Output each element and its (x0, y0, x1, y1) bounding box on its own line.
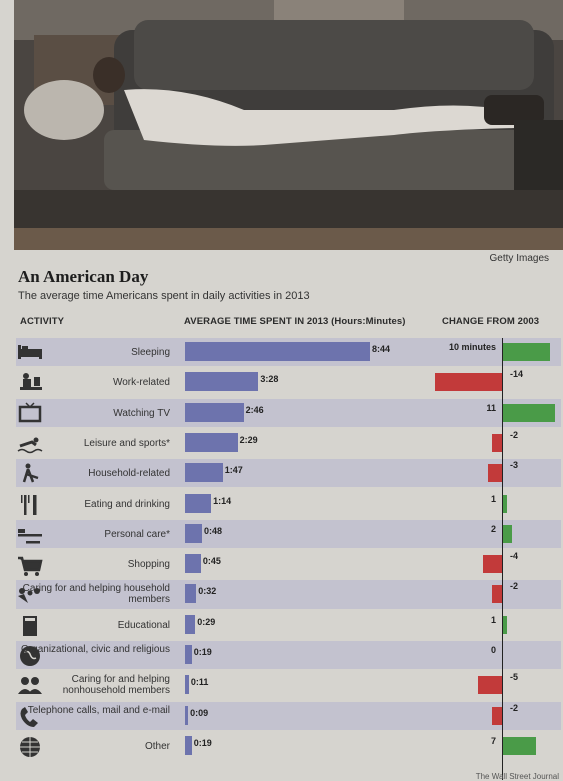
category-label: Other (144, 740, 170, 752)
time-value-label: 0:48 (203, 525, 222, 536)
change-bar-decrease (487, 464, 502, 483)
time-value-label: 1:14 (213, 495, 232, 506)
change-value-label: -14 (510, 369, 524, 380)
change-zero-axis (502, 338, 503, 780)
time-bar (185, 342, 370, 361)
category-label: Caring for and helping household members (22, 583, 170, 606)
time-bar (185, 584, 197, 604)
globe-grid-icon (14, 733, 46, 761)
time-value-label: 3:28 (260, 374, 279, 385)
time-bar (185, 645, 192, 664)
desk-worker-icon (14, 369, 46, 397)
time-value-label: 2:46 (245, 404, 264, 415)
category-label: Shopping (127, 559, 170, 571)
time-bar (185, 402, 244, 422)
change-bar-decrease (434, 373, 502, 392)
tv-icon (14, 400, 46, 428)
category-label: Watching TV (113, 407, 170, 419)
fork-knife-icon (14, 491, 46, 519)
change-bar-increase (502, 343, 550, 361)
time-value-label: 0:19 (193, 647, 212, 657)
column-header-change: CHANGE FROM 2003 (442, 316, 540, 327)
time-bar (185, 372, 259, 392)
change-bar-decrease (482, 555, 502, 574)
change-value-label: 1 (490, 614, 496, 625)
footer-source: The Wall Street Journal (475, 772, 559, 781)
broom-icon (14, 460, 46, 488)
change-value-label: 0 (490, 645, 496, 655)
change-value-label: -5 (510, 672, 519, 683)
change-value-label: 2 (490, 523, 496, 534)
family-icon (14, 581, 46, 609)
change-value-label: -4 (510, 551, 519, 562)
category-label: Eating and drinking (84, 498, 170, 510)
change-bar-decrease (492, 433, 502, 452)
column-header-time: AVERAGE TIME SPENT IN 2013 (Hours:Minute… (184, 316, 406, 327)
chart-title: An American Day (18, 267, 149, 286)
change-value-label: 7 (490, 735, 496, 746)
time-bar (185, 493, 212, 513)
time-bar (185, 554, 201, 574)
change-value-label: 10 minutes (448, 342, 496, 352)
time-value-label: 0:32 (198, 586, 217, 597)
change-bar-increase (502, 615, 507, 634)
category-label: Household-related (88, 468, 170, 480)
time-bar (185, 463, 223, 483)
category-label: Organizational, civic and religious (21, 644, 170, 655)
change-value-label: 1 (490, 493, 496, 504)
book-icon (14, 612, 46, 640)
people-icon (14, 672, 46, 700)
time-value-label: 0:19 (193, 737, 212, 748)
row-band (16, 580, 561, 609)
change-bar-decrease (492, 706, 502, 725)
time-bar (185, 735, 192, 755)
time-bar (185, 614, 196, 634)
change-bar-decrease (478, 676, 502, 695)
swimmer-icon (14, 430, 46, 458)
time-bar (185, 523, 202, 543)
time-value-label: 8:44 (372, 344, 391, 354)
category-label: Caring for and helping nonhousehold memb… (62, 674, 170, 697)
change-bar-increase (502, 403, 555, 422)
change-bar-increase (502, 736, 536, 755)
category-label: Telephone calls, mail and e-mail (27, 704, 170, 716)
category-label: Personal care* (104, 528, 170, 540)
photo-man-on-couch (14, 0, 563, 250)
time-value-label: 0:29 (197, 616, 216, 627)
chart-subtitle: The average time Americans spent in dail… (18, 290, 310, 302)
shopping-cart-icon (14, 551, 46, 579)
row-band (16, 519, 561, 549)
change-value-label: -2 (510, 581, 519, 592)
change-value-label: -3 (510, 460, 519, 471)
time-bar (185, 432, 238, 452)
change-value-label: -2 (510, 702, 519, 713)
change-value-label: 11 (486, 402, 496, 413)
row-band (16, 701, 561, 730)
time-value-label: 2:29 (239, 434, 258, 445)
row-band (16, 398, 561, 427)
bed-icon (14, 339, 46, 367)
time-bar (185, 675, 189, 695)
category-label: Work-related (112, 377, 170, 389)
photo-credit: Getty Images (489, 253, 549, 264)
category-label: Sleeping (131, 347, 170, 358)
time-value-label: 0:09 (190, 707, 209, 718)
row-band (16, 641, 561, 670)
row-band (16, 459, 561, 488)
category-label: Educational (117, 619, 170, 631)
category-label: Leisure and sports* (83, 437, 170, 449)
time-bar (185, 705, 189, 725)
time-value-label: 0:11 (190, 677, 209, 688)
razor-icon (14, 521, 46, 549)
change-value-label: -2 (510, 429, 519, 440)
phone-icon (14, 703, 46, 731)
globe-icon (14, 642, 46, 670)
time-value-label: 1:47 (224, 465, 243, 476)
time-value-label: 0:45 (202, 556, 221, 567)
column-header-activity: ACTIVITY (20, 316, 65, 327)
change-bar-increase (502, 524, 512, 543)
change-bar-increase (502, 494, 507, 513)
change-bar-decrease (492, 585, 502, 604)
